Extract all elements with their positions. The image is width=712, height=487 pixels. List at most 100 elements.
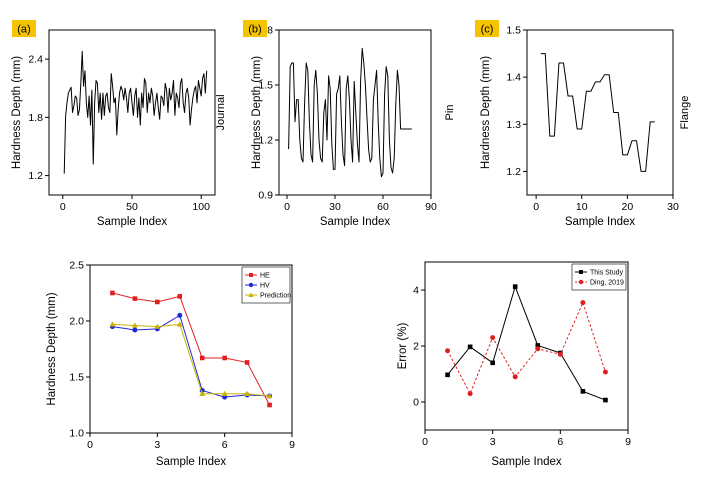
x-axis-label: Sample Index [565, 216, 636, 228]
data-point [132, 327, 138, 333]
series-line-hv [112, 314, 270, 398]
data-point [177, 294, 183, 299]
data-point [110, 290, 115, 296]
x-axis-label: Sample Index [491, 456, 562, 468]
data-point [467, 391, 473, 397]
y-tick-label: 1.2 [258, 135, 273, 147]
x-tick-label: 6 [557, 436, 563, 448]
data-point [535, 343, 541, 348]
panel-label: (b) [248, 24, 261, 36]
y-tick-label: 2.5 [69, 260, 84, 272]
y-tick-label: 0.9 [258, 190, 273, 202]
data-point [222, 355, 227, 361]
x-tick-label: 0 [87, 439, 93, 451]
series-line-prediction [112, 323, 270, 397]
plot-frame [89, 264, 293, 434]
data-point [109, 321, 116, 327]
x-tick-label: 9 [625, 436, 631, 448]
data-point [467, 344, 473, 350]
chart-c: 0 10 20 30 1.2 1.3 1.4 1.5 Sample Index Hardness … [475, 20, 691, 228]
x-tick-label: 60 [377, 201, 389, 213]
side-label: Pin [444, 105, 456, 121]
x-axis-label: Sample Index [97, 216, 168, 228]
x-tick-label: 50 [126, 201, 138, 213]
data-point [132, 296, 138, 301]
series-line-this-study [447, 286, 606, 401]
y-axis-label: Hardness Depth (mm) [480, 56, 492, 169]
plot-frame [48, 29, 216, 196]
x-tick-label: 0 [533, 201, 539, 213]
data-point [177, 312, 183, 318]
x-tick-label: 6 [222, 439, 228, 451]
chart-a: 0 50 100 1.2 1.8 2.4 Sample Index Hardness Dept… [11, 20, 227, 228]
panel-label: (a) [17, 24, 30, 36]
x-tick-label: 0 [422, 436, 428, 448]
x-axis-label: Sample Index [320, 216, 391, 228]
y-tick-label: 1.5 [506, 25, 521, 37]
y-tick-label: 2 [413, 341, 419, 353]
legend: HE HV Prediction [241, 266, 291, 304]
y-axis-label: Hardness Depth (mm) [251, 56, 263, 169]
data-point [176, 321, 183, 327]
y-tick-label: 1.5 [69, 372, 84, 384]
data-point [266, 393, 273, 399]
y-tick-label: 2.4 [28, 54, 43, 66]
data-point [267, 402, 272, 408]
data-point [602, 369, 608, 375]
x-tick-label: 100 [192, 201, 210, 213]
x-tick-label: 10 [576, 201, 588, 213]
y-tick-label: 1.0 [69, 428, 84, 440]
y-tick-label: 1.3 [506, 119, 521, 131]
legend-marker [249, 273, 253, 277]
data-point [221, 390, 228, 396]
chart-e: 0 3 6 9 0 2 4 Sample Index Error (%) This Study Di… [397, 261, 631, 468]
y-tick-label: 1.2 [506, 166, 521, 178]
data-point [445, 372, 450, 378]
data-point [603, 397, 608, 403]
x-tick-label: 3 [490, 436, 496, 448]
data-point [155, 299, 160, 305]
x-axis-label: Sample Index [156, 456, 227, 468]
plot-frame [526, 29, 674, 196]
x-tick-label: 3 [154, 439, 160, 451]
data-point [244, 390, 251, 396]
panel-label-badge [475, 20, 499, 37]
chart-d: 0 3 6 9 1.0 1.5 2.0 2.5 Sample Index Hardness Dep… [46, 260, 295, 469]
data-point [445, 348, 451, 354]
legend-box [571, 263, 627, 291]
y-tick-label: 2.0 [69, 316, 84, 328]
data-point [580, 300, 586, 306]
y-tick-label: 1.4 [506, 72, 521, 84]
series-line-he [112, 292, 271, 406]
y-tick-label: 4 [413, 285, 419, 297]
data-point [131, 322, 138, 328]
y-axis-label: Hardness Depth (mm) [11, 56, 23, 169]
series-line-journal [63, 50, 208, 174]
legend-label: This Study [590, 270, 624, 277]
data-point [199, 355, 205, 361]
data-point [154, 323, 161, 329]
data-point [490, 335, 496, 341]
y-axis-label: Hardness Depth (mm) [46, 292, 58, 405]
series-line-ding-2019 [447, 302, 606, 395]
legend-marker [579, 270, 583, 274]
panel-label-badge [12, 20, 36, 37]
data-point [512, 374, 518, 380]
x-tick-label: 30 [667, 201, 679, 213]
panel-label-badge [243, 20, 267, 37]
x-tick-label: 20 [622, 201, 634, 213]
y-tick-label: 1.2 [28, 170, 43, 182]
x-tick-label: 0 [284, 201, 290, 213]
panel-label: (c) [481, 24, 494, 36]
plot-frame [278, 29, 432, 196]
legend-marker [248, 292, 254, 297]
series-line-pin [288, 47, 412, 178]
data-point [580, 389, 586, 394]
data-point [244, 360, 250, 365]
data-point [557, 351, 563, 357]
y-tick-label: 1.5 [258, 80, 273, 92]
side-label: Flange [679, 96, 691, 130]
legend-marker [578, 279, 584, 285]
x-tick-label: 9 [289, 439, 295, 451]
